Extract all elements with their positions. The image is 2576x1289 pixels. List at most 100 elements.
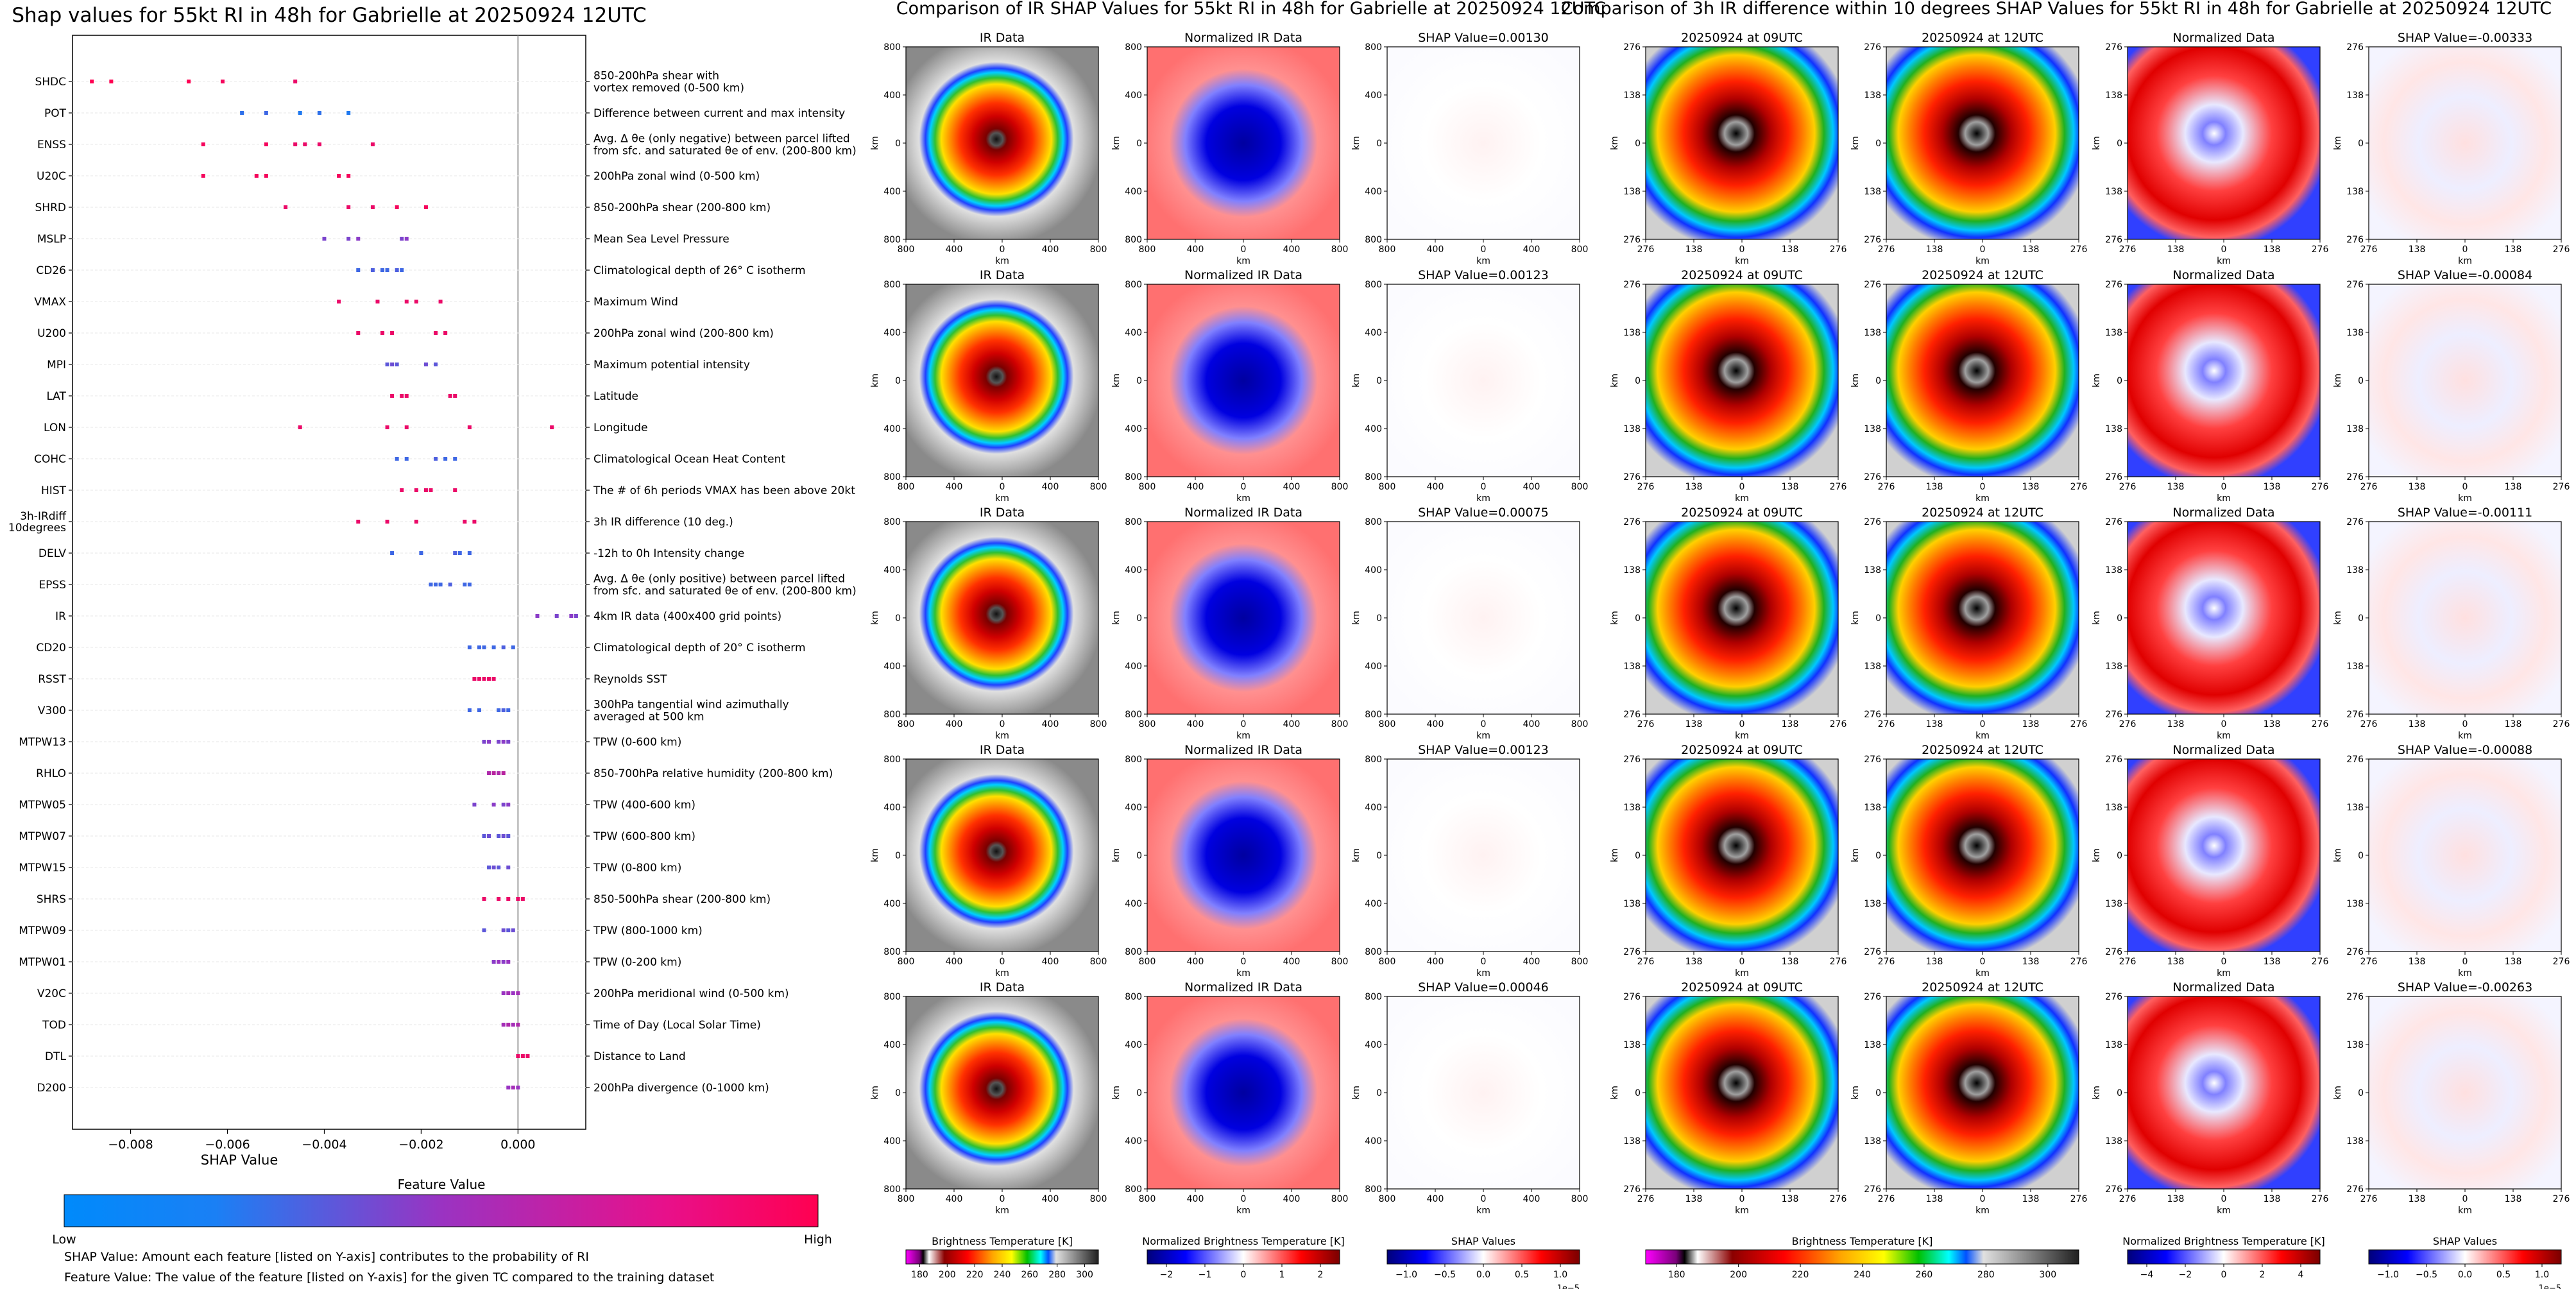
shap-point [438, 583, 443, 586]
colorbar-tick-label: 300 [1076, 1270, 1093, 1280]
shap-chart-title: Shap values for 55kt RI in 48h for Gabri… [12, 4, 646, 27]
y-tick-label: 138 [1864, 565, 1881, 576]
y-tick-label: 400 [1125, 424, 1142, 434]
x-tick-label: 400 [1187, 244, 1204, 255]
ir-image [1646, 284, 1838, 477]
x-tick-label: 276 [1878, 244, 1895, 255]
feature-label: CD20 [36, 642, 66, 654]
y-tick-label: 800 [1365, 235, 1382, 245]
x-axis-label: km [995, 1206, 1009, 1216]
panel-title: IR Data [980, 268, 1025, 282]
x-tick-label: 0 [1241, 1194, 1247, 1204]
shap-point [516, 897, 520, 901]
shap-point [520, 1054, 525, 1058]
y-axis-label: km [1850, 1086, 1861, 1100]
shap-value-title: SHAP Value=-0.00088 [2398, 743, 2532, 757]
x-tick-label: 276 [2553, 244, 2570, 255]
colorbar-tick-label: 220 [1792, 1270, 1809, 1280]
y-tick-label: 400 [1125, 803, 1142, 813]
x-tick-label: 400 [946, 719, 963, 730]
y-tick-label: 138 [1623, 424, 1641, 434]
feature-description: averaged at 500 km [593, 711, 704, 724]
feature-label: MTPW15 [19, 862, 66, 875]
shap-point [491, 645, 496, 649]
panel-title: IR Data [980, 506, 1025, 520]
shap-point [453, 394, 457, 398]
x-tick-label: 400 [1187, 482, 1204, 492]
y-tick-label: 800 [1365, 1184, 1382, 1195]
y-tick-label: 400 [1125, 899, 1142, 909]
x-tick-label: 138 [2167, 719, 2185, 730]
y-tick-label: 276 [2346, 992, 2364, 1002]
x-tick-label: 276 [2360, 957, 2378, 967]
ir-image [906, 759, 1098, 952]
irdiff-shap-colorbar: SHAP Values −1.0 −0.5 0.0 0.5 1.0 1e−5 [2368, 1235, 2562, 1289]
y-tick-label: 138 [2346, 1040, 2364, 1050]
x-tick-label: 0 [1739, 719, 1745, 730]
shap-point [264, 111, 268, 115]
y-tick-label: 276 [1623, 710, 1641, 720]
panel-title: Normalized Data [2172, 980, 2274, 994]
axes-frame [905, 46, 1099, 240]
feature-description: Distance to Land [593, 1050, 686, 1063]
y-tick-label: 138 [1864, 328, 1881, 338]
colorbar-tick-label: 280 [1048, 1270, 1066, 1280]
y-tick-label: 0 [1635, 1088, 1641, 1098]
y-axis-label: km [1610, 373, 1620, 388]
x-axis-label: km [1476, 968, 1490, 978]
y-tick-label: 0 [1875, 613, 1881, 624]
y-tick-label: 276 [2346, 755, 2364, 765]
x-tick-label: 276 [2553, 957, 2570, 967]
ir-image [1646, 47, 1838, 239]
feature-description: Maximum Wind [593, 296, 678, 309]
shap-point [448, 394, 452, 398]
x-tick-label: 138 [2505, 1194, 2522, 1204]
shap-point [477, 677, 481, 681]
y-tick-label: 138 [2346, 90, 2364, 101]
feature-label: TOD [42, 1019, 66, 1032]
feature-description: 4km IR data (400x400 grid points) [593, 610, 781, 623]
y-axis-label: km [1610, 848, 1620, 862]
y-axis-label: km [1850, 611, 1861, 625]
feature-description: Difference between current and max inten… [593, 107, 845, 120]
y-tick-label: 276 [1864, 42, 1881, 53]
x-tick-label: 800 [1090, 957, 1107, 967]
y-tick-label: 138 [1623, 565, 1641, 576]
x-tick-label: 800 [1379, 244, 1396, 255]
x-axis-label: km [2458, 256, 2472, 266]
y-axis-label: km [1351, 1086, 1361, 1100]
ir-image [906, 522, 1098, 714]
x-tick-label: 138 [2264, 482, 2281, 492]
y-tick-label: 138 [1623, 328, 1641, 338]
y-tick-label: 276 [2105, 755, 2122, 765]
y-tick-label: 0 [2117, 851, 2122, 861]
x-tick-label: 0 [1980, 1194, 1986, 1204]
colorbar-tick-label: −1.0 [1395, 1270, 1417, 1280]
x-tick-label: 400 [1427, 244, 1444, 255]
shap-point [423, 205, 428, 209]
x-axis-label: km [995, 256, 1009, 266]
y-tick-label: 276 [2105, 710, 2122, 720]
colorbar-label: Brightness Temperature [K] [932, 1235, 1073, 1247]
x-tick-label: 276 [2553, 1194, 2570, 1204]
shap-point [482, 645, 486, 649]
shap-point [569, 614, 574, 618]
feature-label: V300 [38, 704, 66, 717]
shap-point [337, 300, 341, 303]
x-tick-label: 400 [1283, 482, 1301, 492]
ir-image [1646, 522, 1838, 714]
x-tick-label: 400 [1187, 719, 1204, 730]
x-tick-label: 400 [1523, 244, 1540, 255]
feature-description: TPW (0-200 km) [593, 956, 681, 969]
ir-image [1387, 759, 1580, 952]
x-tick-label: 138 [1926, 244, 1943, 255]
shap-point [264, 174, 268, 178]
y-axis-label: km [2333, 373, 2343, 388]
y-axis-label: km [1111, 373, 1122, 388]
x-tick-label: 0 [2462, 482, 2468, 492]
x-tick-label: 800 [1139, 244, 1156, 255]
shap-point [497, 960, 501, 964]
